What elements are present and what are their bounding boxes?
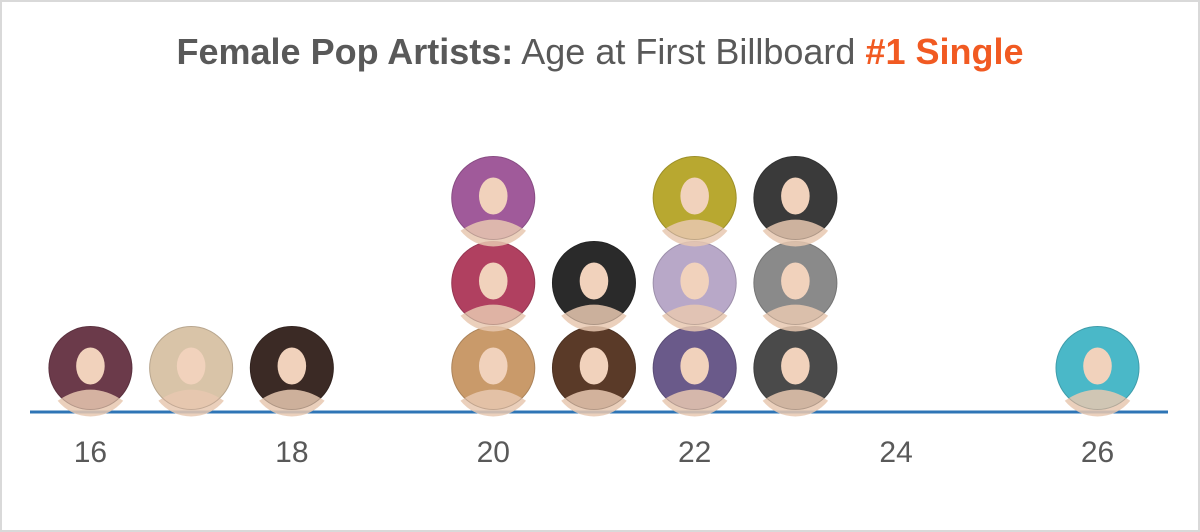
portrait-marker	[652, 241, 737, 332]
portrait-face	[680, 347, 709, 385]
portrait-marker	[753, 241, 838, 332]
portrait-marker	[48, 326, 133, 417]
portrait-shoulders	[561, 304, 627, 332]
portrait-shoulders	[57, 389, 124, 417]
portrait-marker	[451, 156, 536, 247]
portrait-ring	[249, 326, 334, 410]
portrait-marker	[551, 326, 636, 417]
portrait-shoulders	[1064, 389, 1131, 417]
x-tick-label: 22	[678, 436, 711, 469]
portrait-marker	[753, 156, 838, 247]
portrait-shoulders	[762, 304, 829, 332]
portrait-shoulders	[762, 389, 829, 417]
portrait-shoulders	[762, 219, 829, 247]
x-tick-label: 20	[477, 436, 510, 469]
portrait-face	[478, 347, 508, 385]
portrait-face	[478, 262, 508, 300]
x-tick-label: 26	[1081, 436, 1114, 469]
portrait-ring	[48, 326, 133, 410]
portrait-face	[680, 262, 709, 300]
portrait-marker	[652, 326, 737, 417]
portrait-shoulders	[460, 219, 527, 247]
portrait-face	[781, 347, 810, 385]
portrait-face	[781, 262, 810, 300]
portrait-shoulders	[561, 389, 627, 417]
portrait-face	[277, 347, 307, 385]
portrait-marker	[249, 326, 334, 417]
portrait-face	[781, 177, 810, 215]
portrait-face	[680, 177, 709, 215]
x-tick-label: 24	[879, 436, 912, 469]
x-tick-label: 18	[275, 436, 308, 469]
portrait-marker	[451, 241, 536, 332]
portrait-face	[176, 347, 206, 385]
portrait-shoulders	[460, 304, 527, 332]
portrait-shoulders	[460, 389, 527, 417]
portrait-shoulders	[661, 389, 728, 417]
portrait-ring	[1055, 326, 1140, 410]
chart-title: Female Pop Artists: Age at First Billboa…	[0, 30, 1200, 74]
portrait-shoulders	[259, 389, 325, 417]
portrait-marker	[551, 241, 636, 332]
portrait-face	[76, 347, 105, 385]
portrait-shoulders	[661, 219, 728, 247]
portrait-ring	[149, 326, 234, 410]
portrait-marker	[753, 326, 838, 417]
portrait-marker	[149, 326, 234, 417]
portrait-marker	[652, 156, 737, 247]
title-part-2: Age at First Billboard	[513, 31, 866, 72]
portrait-shoulders	[158, 389, 224, 417]
x-tick-label: 16	[74, 436, 107, 469]
portrait-marker	[1055, 326, 1140, 417]
portrait-ring	[753, 156, 838, 240]
portrait-face	[478, 177, 508, 215]
title-part-1: Female Pop Artists:	[176, 31, 514, 72]
portrait-face	[579, 347, 609, 385]
portrait-ring	[551, 241, 636, 325]
portrait-marker	[451, 326, 536, 417]
title-part-3: #1 Single	[865, 31, 1024, 72]
portrait-face	[1083, 347, 1112, 385]
portrait-ring	[652, 156, 737, 240]
portrait-ring	[451, 156, 536, 240]
portrait-shoulders	[661, 304, 728, 332]
portrait-face	[579, 262, 609, 300]
